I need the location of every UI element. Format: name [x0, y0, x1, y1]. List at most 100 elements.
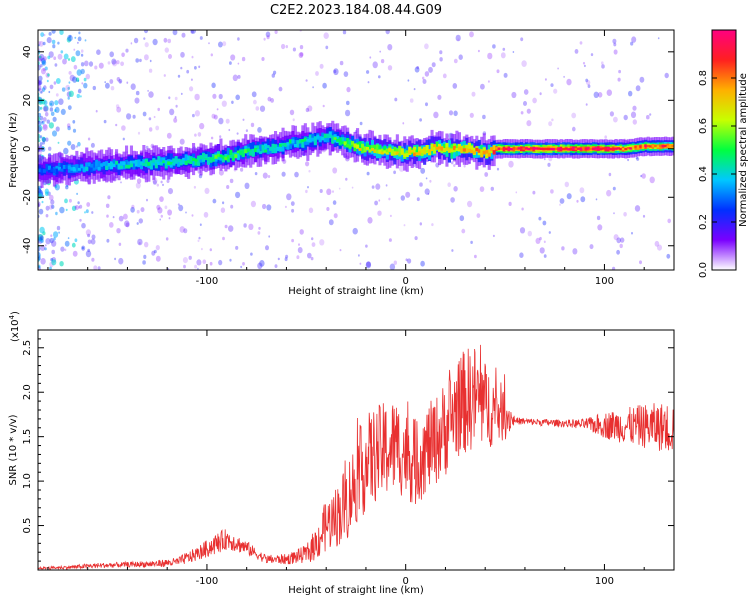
- spectrogram-noise-speckle: [222, 41, 227, 47]
- spectrogram-ridge-cell: [266, 145, 270, 149]
- spectrogram-noise-speckle: [448, 110, 454, 116]
- spectrogram-ridge-cell: [127, 161, 131, 168]
- colorbar: 0.0 0.2 0.4 0.6 0.8 Normalized spectral ampl…: [698, 29, 749, 278]
- spectrogram-noise-speckle: [374, 200, 378, 206]
- spectrogram-ridge-cell: [450, 148, 454, 153]
- spectrogram-ridge-cell: [363, 147, 367, 151]
- spectrogram-noise-speckle: [296, 255, 300, 260]
- spectrogram-ridge-cell: [110, 162, 114, 166]
- spectrogram-noise-speckle: [259, 260, 265, 267]
- spectrogram-noise-speckle: [229, 178, 234, 184]
- spectrogram-noise-speckle: [149, 59, 152, 63]
- spectrogram-ridge-cell: [177, 158, 181, 162]
- spectrogram-noise-speckle: [87, 248, 91, 253]
- spectrogram-ridge-cell: [604, 147, 608, 150]
- spectrogram-noise-speckle: [199, 223, 202, 226]
- spectrogram-noise-speckle: [54, 63, 58, 67]
- spectrogram-noise-speckle: [105, 203, 110, 208]
- spectrogram-noise-speckle: [51, 240, 57, 247]
- spectrogram-noise-speckle: [613, 212, 615, 215]
- spectrogram-noise-speckle: [343, 71, 349, 77]
- spectrogram-noise-speckle: [55, 93, 59, 97]
- spectrogram-noise-speckle: [202, 259, 207, 265]
- spectrogram-noise-speckle: [667, 218, 671, 224]
- spectrogram-noise-speckle: [326, 188, 332, 196]
- spectrogram-noise-speckle: [71, 205, 77, 211]
- spectrogram-ridge-cell: [62, 165, 66, 173]
- spectrogram-noise-speckle: [106, 238, 110, 243]
- spectrogram-ridge-cell: [562, 147, 566, 151]
- spectrogram-noise-speckle: [120, 61, 124, 67]
- spectrogram-ridge-cell: [626, 147, 630, 150]
- spectrogram-ridge-cell: [559, 148, 563, 151]
- spectrogram-noise-speckle: [262, 172, 268, 179]
- spectrogram-noise-speckle: [333, 213, 338, 219]
- spectrogram-noise-speckle: [286, 193, 292, 201]
- spectrogram-ridge-cell: [149, 160, 153, 164]
- spectrogram-noise-speckle: [50, 234, 53, 237]
- spectrogram-noise-speckle: [65, 185, 69, 190]
- spectrogram-noise-speckle: [38, 50, 41, 55]
- spectrogram-noise-speckle: [115, 123, 118, 127]
- spectrogram-noise-speckle: [66, 184, 68, 188]
- spectrogram-noise-speckle: [107, 61, 111, 65]
- spectrogram-noise-speckle: [54, 100, 59, 106]
- spectrogram-noise-speckle: [38, 133, 41, 140]
- spectrogram-noise-speckle: [49, 100, 55, 107]
- spectrogram-ridge-cell: [286, 141, 290, 150]
- spectrogram-noise-speckle: [425, 102, 428, 107]
- colorbar-tick-label: 0.8: [698, 70, 709, 86]
- spectrogram-ridge-cell: [60, 163, 64, 171]
- spectrogram-noise-speckle: [39, 226, 45, 234]
- spectrogram-noise-speckle: [289, 109, 295, 116]
- spectrogram-noise-speckle: [81, 246, 84, 250]
- spectrogram-noise-speckle: [511, 91, 517, 99]
- spectrogram-noise-speckle: [120, 181, 122, 184]
- spectrogram-ridge-cell: [544, 147, 548, 151]
- spectrogram-noise-speckle: [487, 52, 493, 60]
- spectrogram-ridge-cell: [311, 137, 315, 142]
- spectrogram-ridge-cell: [229, 149, 233, 158]
- spectrogram-noise-speckle: [58, 98, 64, 105]
- spectrogram-ridge-cell: [274, 144, 278, 148]
- spectrogram-ridge-cell: [517, 147, 521, 150]
- spectrogram-noise-speckle: [38, 201, 41, 208]
- spectrogram-noise-speckle: [209, 248, 212, 252]
- spectrogram-ridge-cell: [515, 147, 519, 150]
- spectrogram-noise-speckle: [210, 136, 214, 140]
- spectrogram-ridge-cell: [346, 138, 350, 146]
- spectrogram-noise-speckle: [168, 96, 171, 100]
- spectrogram-noise-speckle: [559, 203, 561, 206]
- spectrogram-ridge-cell: [286, 142, 290, 146]
- spectrogram-ridge-cell: [269, 146, 273, 151]
- spectrogram-noise-speckle: [175, 104, 178, 108]
- spectrogram-noise-speckle: [523, 101, 527, 106]
- spectrogram-ridge-cell: [395, 151, 399, 155]
- spectrogram-noise-speckle: [169, 108, 175, 116]
- spectrogram-noise-speckle: [587, 84, 591, 88]
- spectrogram-noise-speckle: [305, 107, 310, 113]
- spectrogram-noise-speckle: [152, 38, 158, 46]
- spectrogram-noise-speckle: [60, 246, 65, 252]
- spectrogram-noise-speckle: [48, 51, 54, 58]
- spectrogram-ridge-cell: [480, 151, 484, 158]
- spectrogram-noise-speckle: [548, 231, 551, 234]
- spectrogram-noise-speckle: [221, 100, 227, 107]
- spectrogram-ridge-cell: [202, 158, 206, 162]
- spectrogram-ridge-cell: [271, 143, 275, 148]
- spectrogram-noise-speckle: [173, 117, 178, 123]
- spectrogram-noise-speckle: [616, 237, 621, 244]
- spectrogram-noise-speckle: [67, 237, 70, 240]
- spectrogram-noise-speckle: [91, 257, 95, 262]
- snr-y-tick-label: 2.5: [22, 340, 33, 356]
- spectrogram-noise-speckle: [38, 80, 43, 85]
- spectrogram-noise-speckle: [305, 189, 308, 194]
- spectrogram-noise-speckle: [559, 198, 565, 204]
- spectrogram-ridge-cell: [336, 138, 340, 142]
- spectrogram-noise-speckle: [657, 244, 662, 251]
- spectrogram-noise-speckle: [609, 111, 615, 117]
- spectrogram-noise-speckle: [190, 30, 196, 34]
- spectrogram-noise-speckle: [203, 211, 209, 218]
- spectrogram-ridge-cell: [112, 163, 116, 168]
- spectrogram-noise-speckle: [420, 167, 426, 174]
